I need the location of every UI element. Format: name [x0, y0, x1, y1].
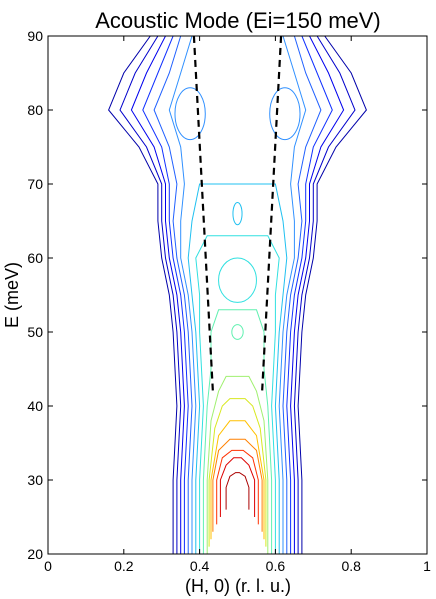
contour-island-2 [269, 87, 301, 141]
x-tick-label: 0 [44, 558, 52, 574]
y-tick-label: 40 [27, 398, 43, 414]
contour-level-8 [195, 235, 280, 554]
x-axis-label: (H, 0) (r. l. u.) [185, 576, 291, 596]
contour-island-5 [231, 324, 244, 340]
y-tick-label: 50 [27, 324, 43, 340]
y-axis-ticks: 20 30 40 50 60 70 80 90 [27, 28, 427, 562]
contour-level-5 [153, 35, 322, 554]
chart-title: Acoustic Mode (Ei=150 meV) [95, 8, 381, 33]
y-tick-label: 70 [27, 176, 43, 192]
x-tick-label: 0.8 [341, 558, 361, 574]
x-tick-label: 1 [423, 558, 431, 574]
contour-level-9 [202, 309, 273, 554]
dispersion-curves [192, 35, 283, 392]
contour-level-6 [168, 35, 307, 554]
y-tick-label: 90 [27, 28, 43, 44]
plot-frame [47, 35, 428, 555]
x-tick-label: 0.6 [266, 558, 286, 574]
y-tick-label: 60 [27, 250, 43, 266]
contour-level-7 [187, 183, 288, 554]
x-tick-label: 0.4 [190, 558, 210, 574]
dispersion-line-2 [261, 35, 283, 392]
contour-islands [174, 87, 301, 340]
contour-level-3 [130, 35, 345, 554]
y-axis-label: E (meV) [2, 262, 22, 328]
contour-level-16 [225, 472, 250, 510]
dispersion-line-1 [192, 35, 214, 392]
contour-level-11 [208, 398, 267, 547]
contour-island-3 [232, 202, 243, 226]
x-axis-ticks: 0 0.2 0.4 0.6 0.8 1 [44, 36, 431, 574]
contour-level-10 [206, 375, 269, 554]
contour-level-15 [219, 457, 256, 517]
contour-lines [108, 35, 367, 554]
contour-level-14 [216, 449, 259, 525]
contour-level-12 [210, 420, 265, 540]
contour-level-4 [142, 35, 333, 554]
x-tick-label: 0.2 [114, 558, 134, 574]
y-tick-label: 80 [27, 102, 43, 118]
contour-island-4 [218, 257, 257, 303]
contour-island-1 [174, 87, 206, 141]
contour-level-1 [108, 35, 367, 554]
y-tick-label: 20 [27, 546, 43, 562]
y-tick-label: 30 [27, 472, 43, 488]
contour-level-13 [212, 438, 263, 532]
